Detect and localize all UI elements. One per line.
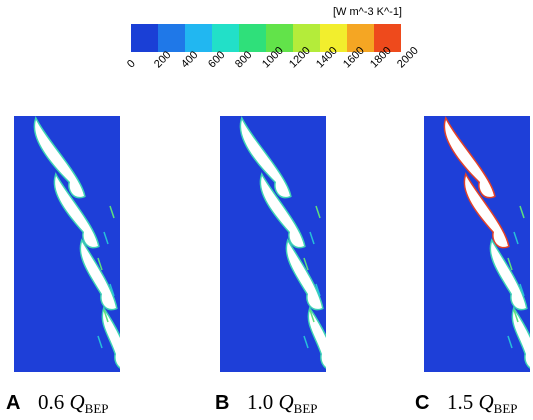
colorbar-segment-4 <box>239 24 266 52</box>
panel-b-caption: 1.0 QBEP <box>247 390 318 417</box>
contour-plot-b <box>220 116 326 372</box>
blade <box>445 120 494 197</box>
blade <box>287 242 322 309</box>
colorbar-tick-2: 400 <box>179 49 201 71</box>
colorbar-segment-9 <box>374 24 401 52</box>
blade <box>513 310 530 367</box>
blade <box>491 242 526 309</box>
panel-b-letter: B <box>215 392 230 414</box>
flow-streak <box>513 231 519 245</box>
blade <box>465 176 508 247</box>
panel-b-value: 1.0 <box>247 390 274 414</box>
flow-streak <box>309 309 315 323</box>
colorbar-tick-4: 800 <box>233 49 255 71</box>
blade <box>35 120 84 197</box>
flow-streak <box>109 283 115 297</box>
flow-streak <box>315 283 321 297</box>
panel-c-q: Q <box>478 390 494 414</box>
flow-streak <box>103 309 109 323</box>
panel-c-letter: C <box>415 392 430 414</box>
contour-field <box>14 116 120 372</box>
blade <box>81 242 116 309</box>
blade <box>103 310 120 367</box>
flow-streak <box>315 205 321 219</box>
panel-a-caption: 0.6 QBEP <box>38 390 109 417</box>
colorbar-tick-1: 200 <box>152 49 174 71</box>
flow-streak <box>519 205 525 219</box>
flow-streak <box>303 335 309 349</box>
blade <box>241 120 290 197</box>
flow-streak <box>513 309 519 323</box>
blade <box>309 310 326 367</box>
panel-c <box>424 116 530 372</box>
flow-streak <box>109 205 115 219</box>
panel-b-q: Q <box>278 390 294 414</box>
panel-a-value: 0.6 <box>38 390 65 414</box>
blade <box>55 176 98 247</box>
panel-b-sub: BEP <box>293 401 318 416</box>
flow-streak <box>97 257 103 271</box>
colorbar-tick-3: 600 <box>206 49 228 71</box>
flow-streak <box>303 257 309 271</box>
colorbar <box>131 24 401 52</box>
contour-field <box>424 116 530 372</box>
flow-streak <box>519 283 525 297</box>
panel-a-q: Q <box>69 390 85 414</box>
colorbar-segment-2 <box>185 24 212 52</box>
colorbar-segment-5 <box>266 24 293 52</box>
colorbar-tick-0: 0 <box>125 57 138 71</box>
panel-b <box>220 116 326 372</box>
panel-a-letter: A <box>6 392 21 414</box>
colorbar-segment-0 <box>131 24 158 52</box>
panel-a-sub: BEP <box>84 401 109 416</box>
colorbar-segment-7 <box>320 24 347 52</box>
contour-plot-c <box>424 116 530 372</box>
flow-streak <box>507 335 513 349</box>
contour-field <box>220 116 326 372</box>
flow-streak <box>309 231 315 245</box>
panel-c-caption: 1.5 QBEP <box>447 390 518 417</box>
panel-c-value: 1.5 <box>447 390 474 414</box>
panel-c-sub: BEP <box>493 401 518 416</box>
colorbar-segment-8 <box>347 24 374 52</box>
flow-streak <box>97 335 103 349</box>
colorbar-segment-3 <box>212 24 239 52</box>
panel-a <box>14 116 120 372</box>
flow-streak <box>507 257 513 271</box>
contour-plot-a <box>14 116 120 372</box>
blade <box>261 176 304 247</box>
colorbar-unit: [W m^-3 K^-1] <box>333 6 402 18</box>
colorbar-segment-6 <box>293 24 320 52</box>
colorbar-segment-1 <box>158 24 185 52</box>
flow-streak <box>103 231 109 245</box>
